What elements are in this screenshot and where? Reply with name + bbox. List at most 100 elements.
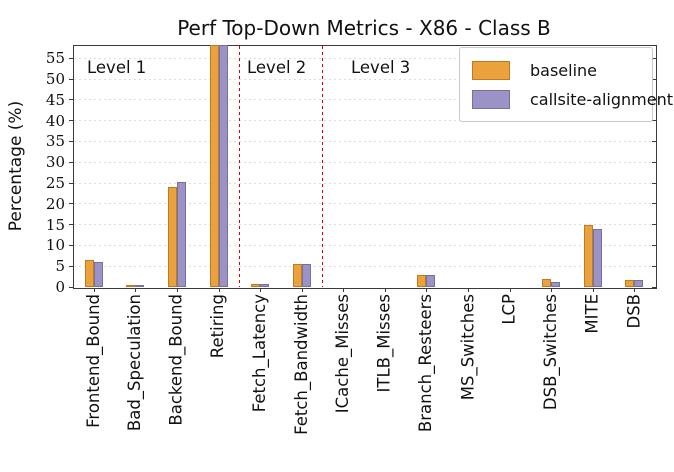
level-divider-2 xyxy=(321,46,323,287)
bar-callsite-alignment-Fetch_Latency xyxy=(260,284,270,287)
xtick-Retiring xyxy=(218,288,220,292)
xtick-Bad_Speculation xyxy=(135,288,137,292)
ytick-right-40 xyxy=(652,120,656,122)
ytick-left-5 xyxy=(69,265,73,267)
ytick-right-15 xyxy=(652,224,656,226)
xtick-Frontend_Bound xyxy=(93,288,95,292)
xcat-label-Retiring: Retiring xyxy=(208,294,228,359)
gridline-30 xyxy=(74,161,655,163)
bar-callsite-alignment-DSB xyxy=(634,279,644,287)
group-label-level3: Level 3 xyxy=(351,58,411,77)
bar-baseline-DSB_Switches xyxy=(542,278,552,287)
ytick-right-25 xyxy=(652,182,656,184)
gridline-10 xyxy=(74,244,655,246)
ytick-left-40 xyxy=(69,120,73,122)
ytick-right-20 xyxy=(652,203,656,205)
callsite-alignment-swatch-icon xyxy=(472,90,510,109)
xtick-MITE xyxy=(592,288,594,292)
xtick-DSB_Switches xyxy=(551,288,553,292)
group-label-level1: Level 1 xyxy=(87,58,147,77)
ytick-left-20 xyxy=(69,203,73,205)
bar-baseline-Backend_Bound xyxy=(167,187,177,287)
xcat-label-MITE: MITE xyxy=(582,294,602,334)
bar-callsite-alignment-MITE xyxy=(592,228,602,287)
bar-baseline-Retiring xyxy=(209,45,219,287)
ytick-label-20: 20 xyxy=(45,194,65,213)
bar-callsite-alignment-Fetch_Bandwidth xyxy=(301,264,311,287)
gridline-20 xyxy=(74,203,655,205)
bar-callsite-alignment-DSB_Switches xyxy=(551,282,561,287)
ytick-label-55: 55 xyxy=(45,49,65,68)
xtick-ITLB_Misses xyxy=(384,288,386,292)
ytick-left-10 xyxy=(69,244,73,246)
ytick-right-50 xyxy=(652,78,656,80)
ytick-left-55 xyxy=(69,57,73,59)
bar-callsite-alignment-Frontend_Bound xyxy=(93,262,103,287)
ytick-left-30 xyxy=(69,161,73,163)
bar-callsite-alignment-Bad_Speculation xyxy=(135,285,145,288)
ytick-left-50 xyxy=(69,78,73,80)
xcat-label-Fetch_Bandwidth: Fetch_Bandwidth xyxy=(291,294,311,435)
xtick-ICache_Misses xyxy=(343,288,345,292)
gridline-35 xyxy=(74,140,655,142)
xcat-label-ITLB_Misses: ITLB_Misses xyxy=(374,294,394,393)
ytick-right-0 xyxy=(652,286,656,288)
gridline-50 xyxy=(74,78,655,80)
ytick-left-45 xyxy=(69,99,73,101)
xtick-Branch_Resteers xyxy=(426,288,428,292)
gridline-25 xyxy=(74,182,655,184)
ytick-right-45 xyxy=(652,99,656,101)
baseline-swatch-icon xyxy=(472,61,510,80)
ytick-left-0 xyxy=(69,286,73,288)
xcat-label-MS_Switches: MS_Switches xyxy=(457,294,477,401)
xtick-Fetch_Latency xyxy=(260,288,262,292)
gridline-5 xyxy=(74,265,655,267)
legend-label-callsite-alignment: callsite-alignment xyxy=(530,90,673,109)
ytick-left-15 xyxy=(69,224,73,226)
ytick-right-30 xyxy=(652,161,656,163)
xtick-LCP xyxy=(509,288,511,292)
ytick-right-35 xyxy=(652,140,656,142)
bar-baseline-MITE xyxy=(583,224,593,287)
ytick-right-10 xyxy=(652,244,656,246)
bar-baseline-DSB xyxy=(625,280,635,287)
ytick-left-35 xyxy=(69,140,73,142)
ytick-label-45: 45 xyxy=(45,90,65,109)
xcat-label-Frontend_Bound: Frontend_Bound xyxy=(83,294,103,428)
xtick-Backend_Bound xyxy=(176,288,178,292)
xcat-label-ICache_Misses: ICache_Misses xyxy=(333,294,353,414)
xcat-label-DSB: DSB xyxy=(624,294,644,329)
bar-callsite-alignment-Branch_Resteers xyxy=(426,274,436,287)
bar-baseline-Frontend_Bound xyxy=(84,259,94,287)
xtick-DSB xyxy=(634,288,636,292)
gridline-45 xyxy=(74,99,655,101)
ytick-label-25: 25 xyxy=(45,174,65,193)
gridline-40 xyxy=(74,120,655,122)
ytick-label-10: 10 xyxy=(45,236,65,255)
ytick-left-25 xyxy=(69,182,73,184)
chart-title: Perf Top-Down Metrics - X86 - Class B xyxy=(177,16,551,40)
xcat-label-Backend_Bound: Backend_Bound xyxy=(166,294,186,426)
bar-baseline-Fetch_Latency xyxy=(251,283,261,287)
xcat-label-Fetch_Latency: Fetch_Latency xyxy=(250,294,270,413)
gridline-55 xyxy=(74,57,655,59)
y-axis-label: Percentage (%) xyxy=(6,100,26,232)
legend-entry-callsite-alignment: callsite-alignment xyxy=(472,90,673,109)
legend-label-baseline: baseline xyxy=(530,61,598,80)
xtick-Fetch_Bandwidth xyxy=(301,288,303,292)
ytick-label-50: 50 xyxy=(45,70,65,89)
ytick-label-15: 15 xyxy=(45,215,65,234)
ytick-label-30: 30 xyxy=(45,153,65,172)
bar-baseline-Branch_Resteers xyxy=(417,275,427,287)
gridline-15 xyxy=(74,224,655,226)
xcat-label-LCP: LCP xyxy=(499,294,519,325)
ytick-right-5 xyxy=(652,265,656,267)
xcat-label-Branch_Resteers: Branch_Resteers xyxy=(416,294,436,433)
bar-baseline-Fetch_Bandwidth xyxy=(292,263,302,287)
xcat-label-Bad_Speculation: Bad_Speculation xyxy=(125,294,145,432)
ytick-label-0: 0 xyxy=(55,278,65,296)
legend-entry-baseline: baseline xyxy=(472,61,640,80)
bar-callsite-alignment-Backend_Bound xyxy=(176,181,186,287)
level-divider-1 xyxy=(238,46,240,287)
